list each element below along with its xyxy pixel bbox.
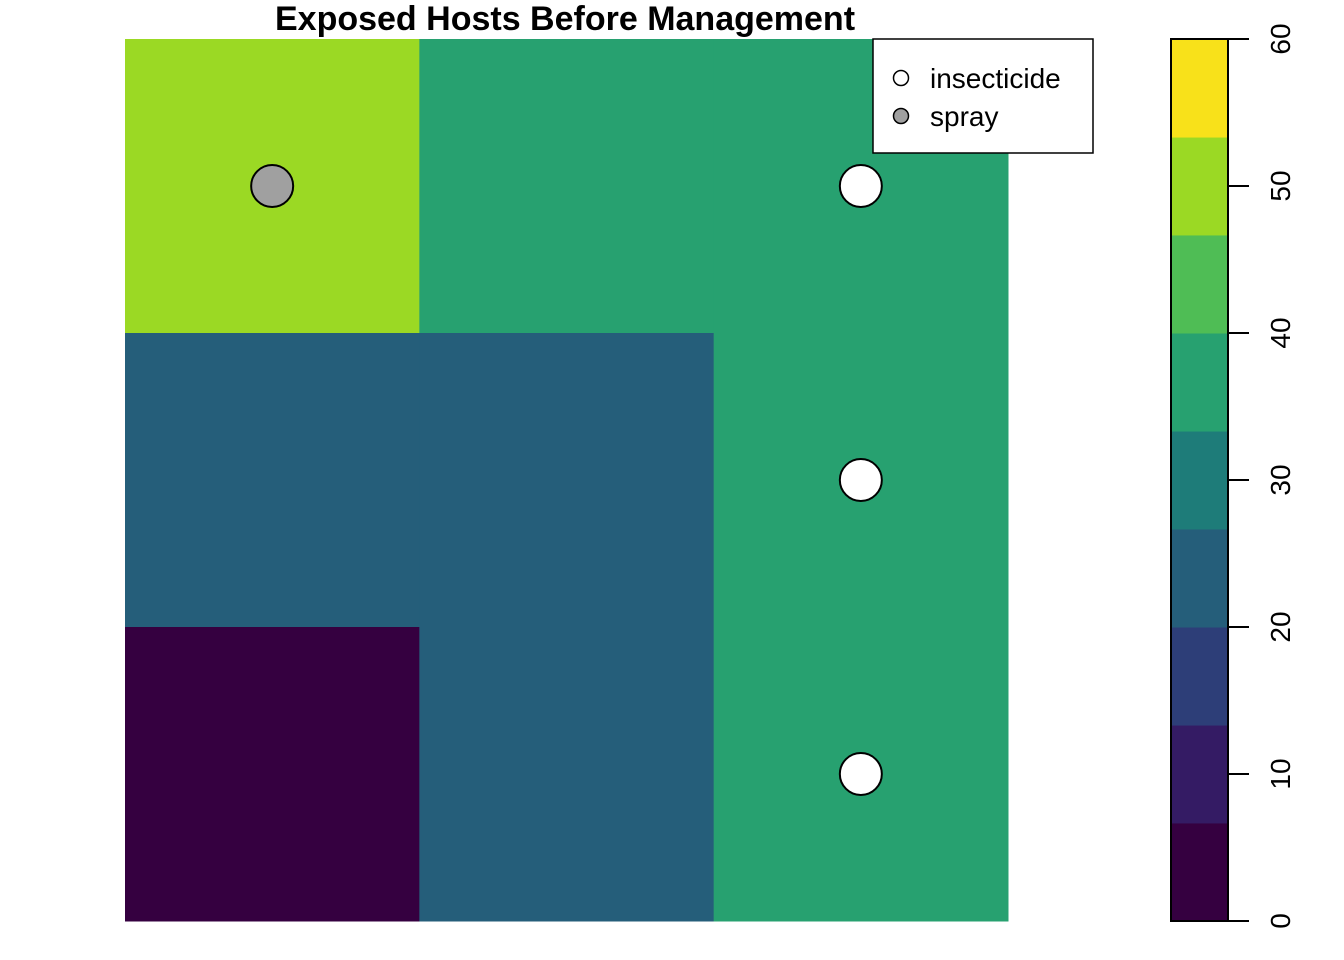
spray-point <box>250 164 295 208</box>
raster-cell <box>419 627 715 922</box>
colorbar-segment <box>1171 627 1228 726</box>
colorbar-segment <box>1171 234 1228 334</box>
legend-marker-spray <box>892 107 910 125</box>
legend-label-spray: spray <box>930 101 998 132</box>
legend-marker-insecticide <box>892 69 910 87</box>
raster-cell <box>125 333 420 628</box>
colorbar-segment <box>1171 822 1228 922</box>
point-markers <box>250 164 883 796</box>
colorbar-tick-label: 0 <box>1265 913 1296 929</box>
raster-cell <box>419 333 715 628</box>
colorbar-tick-label: 10 <box>1265 758 1296 789</box>
raster-cell <box>419 39 715 334</box>
legend-box <box>872 38 1094 154</box>
legend: insecticide spray <box>872 38 1094 154</box>
colorbar-segment <box>1171 528 1228 628</box>
colorbar-tick-label: 60 <box>1265 23 1296 54</box>
insecticide-point <box>838 458 883 502</box>
raster-cell <box>125 627 420 922</box>
colorbar-tick-label: 30 <box>1265 464 1296 495</box>
colorbar-segment <box>1171 333 1228 432</box>
colorbar-tick-label: 20 <box>1265 611 1296 642</box>
legend-label-insecticide: insecticide <box>930 63 1061 94</box>
raster-grid <box>125 39 1009 922</box>
colorbar: 0 10 20 30 40 50 60 <box>1170 23 1296 929</box>
colorbar-tick-label: 50 <box>1265 170 1296 201</box>
insecticide-point <box>838 752 883 796</box>
chart-title: Exposed Hosts Before Management <box>275 0 855 38</box>
colorbar-segment <box>1171 431 1228 530</box>
colorbar-tick-label: 40 <box>1265 317 1296 348</box>
colorbar-segment <box>1171 725 1228 824</box>
colorbar-segment <box>1171 39 1228 138</box>
colorbar-segment <box>1171 137 1228 236</box>
insecticide-point <box>838 164 883 208</box>
